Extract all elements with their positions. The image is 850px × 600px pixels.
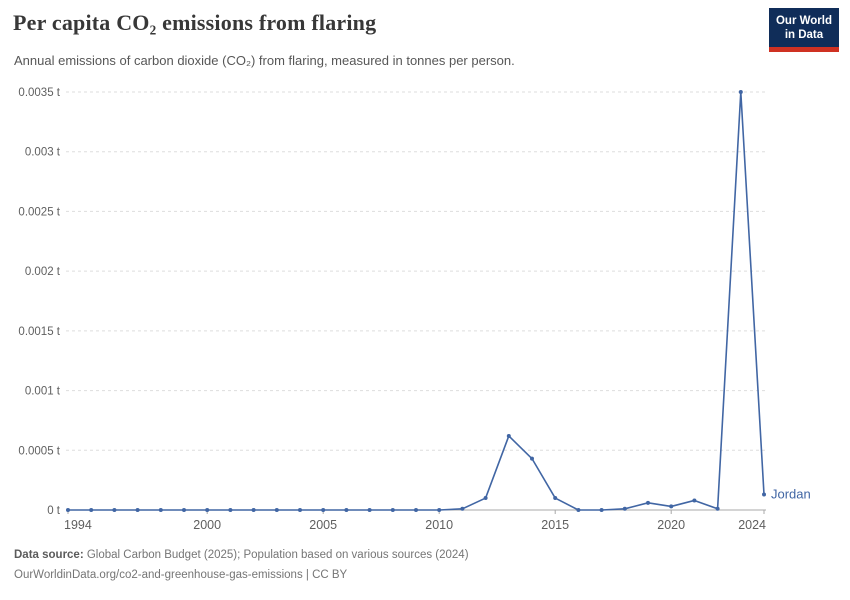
data-point[interactable] [135,508,140,512]
data-point[interactable] [367,508,372,512]
y-axis-tick-label: 0.003 t [25,147,61,159]
series-end-label: Jordan [771,486,811,501]
data-point[interactable] [344,508,349,512]
owid-logo-line1: Our World [775,15,832,27]
data-point[interactable] [158,508,163,512]
data-point[interactable] [321,508,326,512]
data-point[interactable] [298,508,302,512]
footer-url-line: OurWorldinData.org/co2-and-greenhouse-ga… [14,565,469,585]
data-point[interactable] [483,496,488,501]
emissions-line-chart[interactable]: 0 t 0.0005 t 0.001 t 0.0015 t 0.002 t 0.0025 … [0,78,850,548]
data-line[interactable] [67,91,765,511]
footer-url[interactable]: OurWorldinData.org/co2-and-greenhouse-ga… [14,569,348,581]
y-axis-tick-label: 0.0005 t [18,445,60,457]
data-point[interactable] [66,508,70,512]
data-point[interactable] [692,498,697,503]
x-axis-tick-label: 2005 [309,518,337,532]
owid-logo-line2: in Data [784,28,824,41]
data-point[interactable] [762,492,766,497]
x-axis-tick-label: 2020 [657,518,685,532]
data-point[interactable] [622,506,627,511]
data-point[interactable] [646,500,650,505]
y-axis-tick-label: 0.0025 t [18,206,60,218]
data-point[interactable] [112,508,117,512]
data-point[interactable] [530,456,534,461]
data-point[interactable] [437,508,442,512]
chart-subtitle: Annual emissions of carbon dioxide (CO₂)… [14,53,515,68]
data-point[interactable] [715,506,720,511]
y-axis-tick-label: 0 t [47,505,61,517]
data-point[interactable] [414,508,418,512]
y-axis-tick-label: 0.001 t [25,386,61,398]
y-axis-tick-label: 0.0035 t [18,87,60,99]
owid-logo[interactable]: Our World in Data [768,8,839,52]
data-point[interactable] [506,433,511,438]
x-axis-tick-label: 2010 [425,518,453,532]
data-point[interactable] [553,496,558,501]
data-point[interactable] [205,508,210,512]
data-point[interactable] [599,508,604,512]
data-point[interactable] [251,508,256,512]
data-point[interactable] [274,508,279,512]
y-axis-tick-label: 0.002 t [25,266,61,278]
data-source-line: Data source: Global Carbon Budget (2025)… [14,545,469,565]
data-source-label: Data source: [14,549,84,561]
data-point[interactable] [228,508,233,512]
data-point[interactable] [460,506,465,511]
y-axis-tick-label: 0.0015 t [18,326,60,338]
chart-title: Per capita CO₂ emissions from flaring [13,10,377,35]
data-point[interactable] [89,508,94,512]
data-point[interactable] [738,90,743,94]
data-point[interactable] [390,508,395,512]
data-point[interactable] [669,504,674,509]
data-source-text: Global Carbon Budget (2025); Population … [83,549,469,561]
x-axis-tick-label: 2024 [738,518,766,532]
chart-footer: Data source: Global Carbon Budget (2025)… [14,545,469,585]
x-axis-tick-label: 2015 [541,518,569,532]
data-point[interactable] [182,508,186,512]
x-axis-tick-label: 2000 [193,518,221,532]
data-point[interactable] [576,508,581,512]
x-axis-tick-label: 1994 [64,518,92,532]
